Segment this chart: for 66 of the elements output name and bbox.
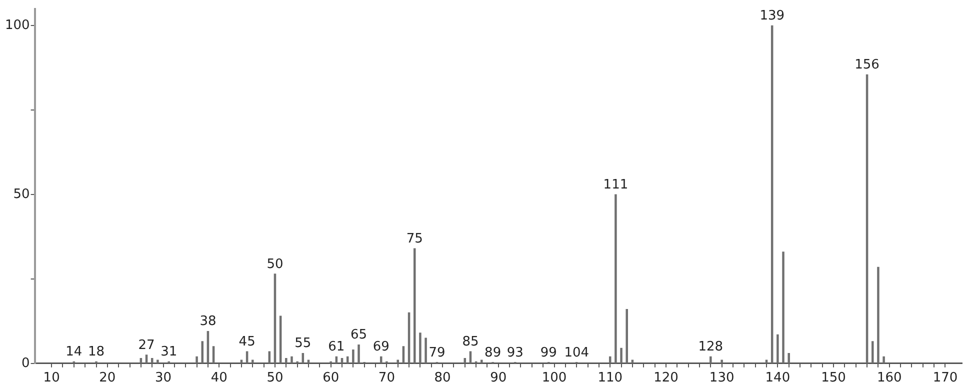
- bar: [252, 360, 254, 364]
- annotation: 104: [564, 345, 590, 360]
- bar: [614, 194, 617, 364]
- bar: [480, 360, 483, 364]
- x-tick-label: 90: [490, 370, 507, 386]
- annotation: 111: [603, 177, 628, 192]
- bar: [413, 248, 416, 364]
- x-tick-label: 150: [821, 370, 846, 386]
- annotation: 31: [160, 344, 178, 360]
- annotation: 156: [854, 58, 880, 73]
- bar: [358, 344, 360, 364]
- bar: [290, 356, 293, 364]
- bar: [620, 348, 622, 364]
- y-tick-label: 0: [22, 356, 30, 371]
- annotation: 139: [760, 8, 785, 24]
- annotation: 61: [328, 340, 345, 355]
- x-tick-label: 130: [709, 370, 734, 386]
- bar: [710, 356, 712, 364]
- annotation: 14: [66, 344, 82, 360]
- bar: [196, 356, 198, 364]
- annotation: 99: [540, 345, 557, 360]
- annotation: 69: [372, 340, 390, 355]
- bar: [285, 358, 288, 364]
- annotation: 27: [138, 338, 155, 353]
- y-tick-label: 100: [4, 18, 30, 34]
- bar: [156, 360, 159, 364]
- bar: [626, 309, 628, 364]
- x-tick-label: 50: [266, 370, 284, 386]
- annotation: 38: [200, 314, 216, 330]
- x-tick-label: 110: [598, 370, 623, 386]
- annotation: 79: [428, 345, 446, 360]
- x-tick-label: 170: [932, 370, 958, 386]
- bar: [201, 341, 204, 364]
- x-tick-label: 30: [155, 370, 172, 386]
- x-tick-label: 80: [434, 370, 451, 386]
- x-tick-label: 60: [322, 370, 340, 386]
- bar: [877, 266, 880, 364]
- bar: [720, 360, 723, 364]
- bar: [352, 350, 354, 364]
- bar: [788, 352, 790, 364]
- x-tick-label: 120: [654, 370, 678, 386]
- annotation: 85: [462, 334, 479, 350]
- bar: [776, 334, 779, 364]
- annotation: 65: [350, 328, 368, 343]
- annotation: 45: [238, 334, 256, 350]
- x-tick-label: 20: [99, 370, 116, 386]
- annotation: 50: [266, 256, 284, 272]
- x-tick-label: 100: [542, 370, 567, 386]
- x-tick-label: 160: [876, 370, 902, 386]
- bar: [782, 252, 784, 364]
- x-tick-label: 140: [765, 370, 790, 386]
- bar: [872, 341, 874, 364]
- annotation: 75: [406, 231, 423, 246]
- annotation: 93: [506, 345, 524, 360]
- annotation: 128: [698, 340, 724, 355]
- bar: [882, 356, 885, 364]
- y-tick-label: 50: [13, 186, 30, 202]
- annotation: 55: [294, 336, 312, 352]
- x-tick-label: 40: [210, 370, 228, 386]
- x-tick-label: 10: [43, 370, 60, 386]
- x-tick-label: 70: [378, 370, 395, 386]
- bar: [424, 338, 427, 364]
- annotation: 89: [484, 345, 502, 360]
- bar: [396, 360, 399, 364]
- annotation: 18: [88, 344, 105, 360]
- bar: [419, 332, 422, 364]
